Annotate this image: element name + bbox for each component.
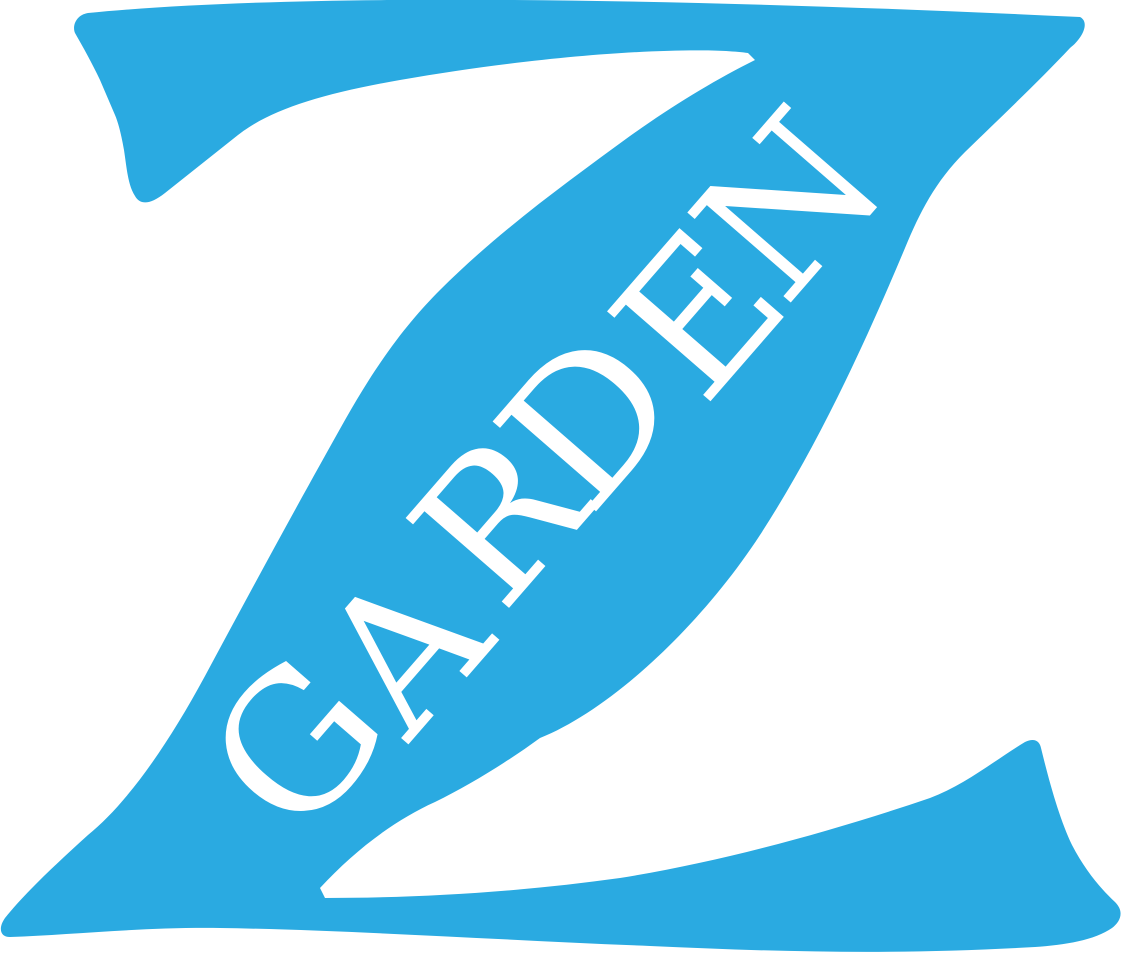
garden-word: GARDEN: [166, 71, 927, 873]
